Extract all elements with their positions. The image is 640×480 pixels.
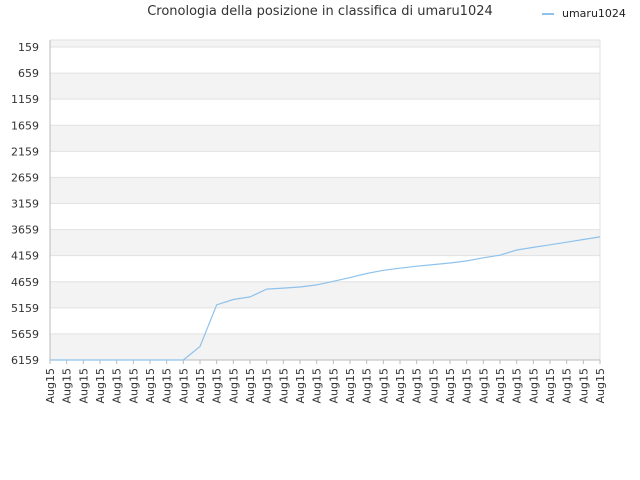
grid-band (50, 177, 600, 204)
x-tick-label: Aug15 (444, 368, 457, 403)
y-tick-label: 5659 (11, 328, 39, 341)
x-tick-label: Aug15 (161, 368, 174, 403)
x-tick-label: Aug15 (344, 368, 357, 403)
y-tick-label: 2659 (11, 171, 39, 184)
grid-band (50, 281, 600, 308)
y-tick-label: 5159 (11, 302, 39, 315)
x-tick-label: Aug15 (144, 368, 157, 403)
y-tick-label: 4159 (11, 250, 39, 263)
y-tick-label: 3659 (11, 224, 39, 237)
x-tick-label: Aug15 (227, 368, 240, 403)
y-tick-label: 3159 (11, 198, 39, 211)
x-tick-label: Aug15 (61, 368, 74, 403)
y-tick-label: 1159 (11, 93, 39, 106)
x-tick-label: Aug15 (211, 368, 224, 403)
x-tick-label: Aug15 (561, 368, 574, 403)
x-tick-label: Aug15 (111, 368, 124, 403)
x-tick-label: Aug15 (377, 368, 390, 403)
y-tick-label: 2159 (11, 145, 39, 158)
y-tick-label: 1659 (11, 119, 39, 132)
x-tick-label: Aug15 (594, 368, 607, 403)
series-line (50, 236, 601, 361)
y-tick-label: 659 (18, 67, 39, 80)
chart-title: Cronologia della posizione in classifica… (147, 4, 493, 19)
x-tick-label: Aug15 (294, 368, 307, 403)
x-tick-label: Aug15 (244, 368, 257, 403)
y-tick-label: 4659 (11, 276, 39, 289)
x-tick-label: Aug15 (327, 368, 340, 403)
x-tick-label: Aug15 (427, 368, 440, 403)
y-tick-label: 159 (18, 41, 39, 54)
x-tick-label: Aug15 (577, 368, 590, 403)
x-tick-label: Aug15 (44, 368, 57, 403)
x-tick-label: Aug15 (277, 368, 290, 403)
x-tick-label: Aug15 (361, 368, 374, 403)
legend-swatch (542, 12, 554, 15)
grid-band (50, 40, 600, 47)
grid-band (50, 125, 600, 152)
grid-band (50, 333, 600, 360)
x-tick-label: Aug15 (511, 368, 524, 403)
x-tick-label: Aug15 (477, 368, 490, 403)
x-tick-label: Aug15 (411, 368, 424, 403)
grid-band (50, 229, 600, 256)
legend-label: umaru1024 (562, 7, 626, 20)
grid-band (50, 73, 600, 100)
x-tick-label: Aug15 (127, 368, 140, 403)
x-tick-label: Aug15 (461, 368, 474, 403)
x-tick-label: Aug15 (77, 368, 90, 403)
x-tick-label: Aug15 (527, 368, 540, 403)
x-tick-label: Aug15 (544, 368, 557, 403)
x-tick-label: Aug15 (394, 368, 407, 403)
x-tick-label: Aug15 (311, 368, 324, 403)
x-tick-label: Aug15 (261, 368, 274, 403)
x-tick-label: Aug15 (177, 368, 190, 403)
x-tick-label: Aug15 (194, 368, 207, 403)
legend: umaru1024 (542, 7, 626, 20)
y-tick-label: 6159 (11, 354, 39, 367)
x-tick-label: Aug15 (494, 368, 507, 403)
x-tick-label: Aug15 (94, 368, 107, 403)
